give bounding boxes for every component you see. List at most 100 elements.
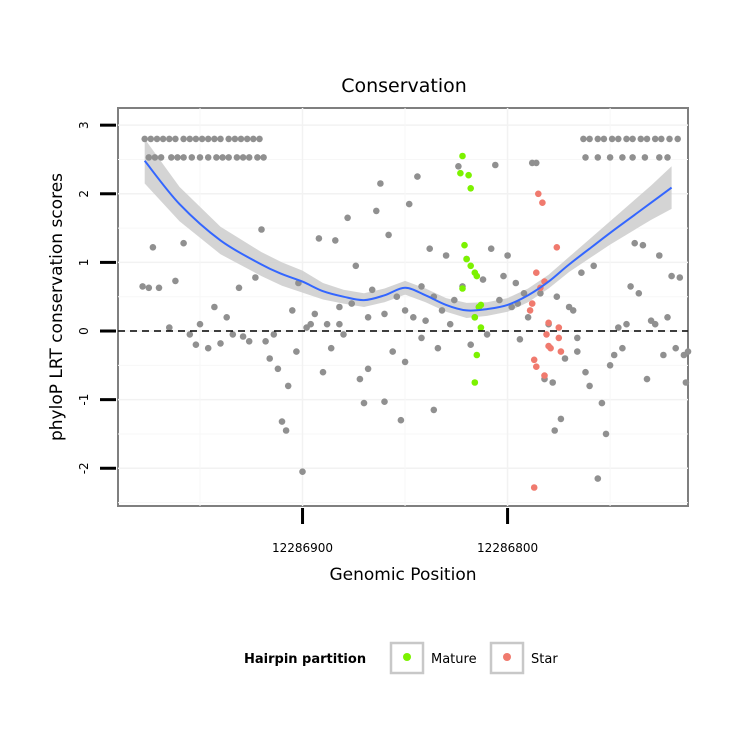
data-point-mature [459,152,466,160]
data-point-other [682,379,690,386]
data-point-other [250,135,257,143]
data-point-mature [465,171,472,179]
data-point-other [229,331,237,338]
data-point-other [467,341,475,349]
data-point-other [600,135,608,143]
data-point-other [239,333,247,340]
data-point-other [397,416,405,424]
data-point-other [516,336,524,343]
data-point-other [508,303,515,311]
data-point-other [434,344,442,352]
data-point-other [157,154,165,161]
data-point-other [602,430,610,438]
data-point-mature [467,185,475,192]
data-point-other [153,135,161,143]
legend-dot-star [503,653,511,661]
data-point-other [598,399,606,407]
data-point-mature [473,351,481,359]
data-point-mature [471,379,479,386]
data-point-other [660,351,667,359]
y-tick-label: 3 [77,121,91,129]
data-point-other [520,290,528,297]
data-point-other [278,418,286,425]
data-point-other [442,252,450,259]
data-point-other [319,368,327,376]
data-point-star [539,199,546,206]
data-point-mature [477,324,485,331]
data-point-other [235,284,243,292]
data-point-star [535,190,542,198]
data-point-other [245,338,253,345]
data-point-other [451,296,458,304]
data-point-other [336,320,343,328]
data-point-other [237,135,245,143]
data-point-other [204,344,212,352]
data-point-other [410,314,417,321]
data-point-other [492,161,499,169]
data-point-star [557,348,565,355]
data-point-other [219,154,226,161]
data-point-other [141,135,148,143]
data-point-other [487,245,495,252]
x-tick-label: 12286900 [272,541,333,555]
data-point-other [196,154,204,161]
data-point-other [615,135,622,143]
data-point-other [274,365,282,373]
data-point-other [204,135,212,143]
data-point-other [344,214,351,222]
data-point-other [389,348,397,355]
data-point-other [155,284,163,292]
data-point-other [590,262,597,270]
data-point-mature [471,314,479,321]
data-point-other [256,135,263,143]
data-point-other [674,135,681,143]
data-point-other [582,368,589,376]
data-point-other [204,154,212,161]
data-point-other [315,235,323,242]
data-point-other [266,355,274,362]
data-point-other [368,286,376,294]
data-point-other [561,355,569,362]
data-point-other [586,382,593,390]
confidence-ribbon [144,138,672,318]
data-point-star [533,363,540,371]
data-point-other [360,399,368,407]
data-point-other [282,427,290,434]
data-point-other [233,154,241,161]
data-point-other [373,207,380,215]
data-point-star [545,319,552,327]
data-point-other [500,272,507,280]
data-point-other [664,154,671,161]
data-point-other [139,283,146,290]
data-point-other [414,173,421,180]
data-point-other [629,154,636,161]
data-point-other [666,135,673,143]
data-point-other [594,154,602,161]
data-point-other [223,314,230,321]
data-point-other [180,135,187,143]
data-point-other [225,135,232,143]
data-point-other [174,154,181,161]
data-point-other [629,135,636,143]
data-point-other [311,310,319,318]
data-point-other [418,334,425,342]
data-point-star [555,334,563,342]
data-point-other [623,320,630,328]
data-point-other [606,154,614,161]
data-point-other [180,239,187,247]
data-point-other [147,135,155,143]
data-point-other [211,135,218,143]
data-point-other [377,180,384,187]
y-tick-label: -1 [77,394,91,406]
plot-area [117,107,692,507]
data-point-other [401,307,409,314]
legend-title: Hairpin partition [244,652,366,667]
data-point-other [405,200,413,208]
data-point-other [635,290,643,297]
data-point-other [569,307,577,314]
data-point-other [172,135,179,143]
data-point-other [186,135,194,143]
data-point-other [557,415,565,423]
data-point-other [446,320,454,328]
